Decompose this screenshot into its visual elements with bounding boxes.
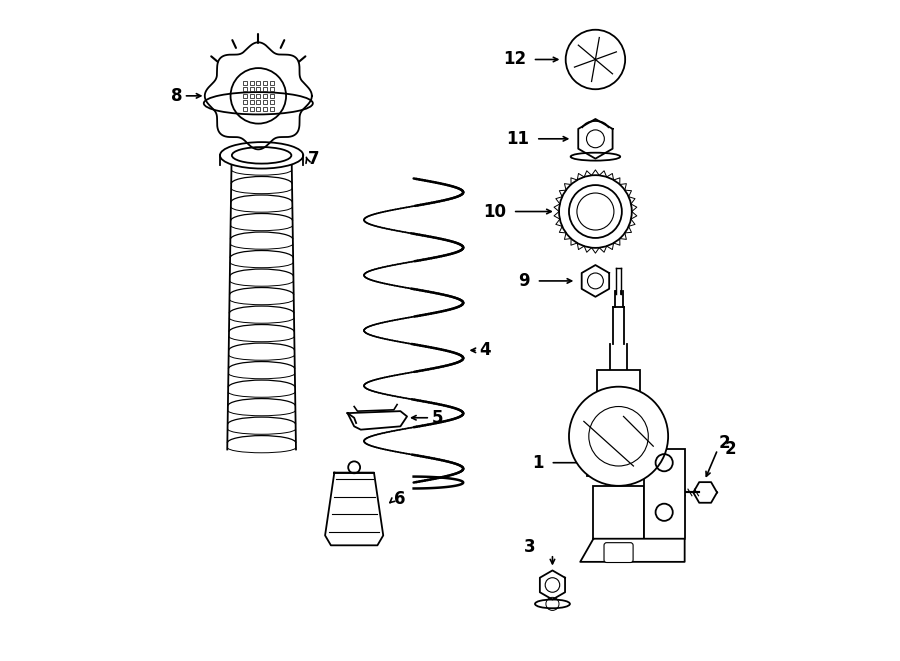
- FancyBboxPatch shape: [269, 81, 274, 85]
- Text: 12: 12: [503, 50, 526, 69]
- Text: 11: 11: [507, 130, 529, 148]
- Text: 2: 2: [719, 434, 731, 452]
- Text: 2: 2: [724, 440, 736, 459]
- FancyBboxPatch shape: [243, 87, 248, 91]
- FancyBboxPatch shape: [263, 81, 267, 85]
- FancyBboxPatch shape: [249, 81, 254, 85]
- FancyBboxPatch shape: [243, 81, 248, 85]
- FancyBboxPatch shape: [249, 87, 254, 91]
- Text: 3: 3: [524, 538, 536, 557]
- FancyBboxPatch shape: [263, 100, 267, 104]
- Text: 5: 5: [431, 408, 443, 427]
- Polygon shape: [227, 139, 296, 449]
- Polygon shape: [355, 405, 397, 411]
- FancyBboxPatch shape: [587, 423, 651, 476]
- FancyBboxPatch shape: [269, 94, 274, 98]
- FancyBboxPatch shape: [243, 94, 248, 98]
- FancyBboxPatch shape: [249, 100, 254, 104]
- FancyBboxPatch shape: [249, 94, 254, 98]
- Text: 10: 10: [483, 202, 506, 221]
- Text: 9: 9: [518, 272, 530, 290]
- FancyBboxPatch shape: [269, 100, 274, 104]
- Polygon shape: [347, 411, 407, 430]
- FancyBboxPatch shape: [263, 87, 267, 91]
- FancyBboxPatch shape: [269, 87, 274, 91]
- FancyBboxPatch shape: [243, 107, 248, 111]
- FancyBboxPatch shape: [263, 94, 267, 98]
- FancyBboxPatch shape: [269, 107, 274, 111]
- FancyBboxPatch shape: [604, 543, 633, 563]
- Polygon shape: [325, 473, 383, 545]
- FancyBboxPatch shape: [593, 486, 644, 539]
- FancyBboxPatch shape: [256, 87, 260, 91]
- FancyBboxPatch shape: [256, 100, 260, 104]
- Ellipse shape: [535, 600, 570, 608]
- Text: 7: 7: [308, 149, 320, 168]
- Text: 8: 8: [171, 87, 183, 105]
- FancyBboxPatch shape: [598, 370, 640, 423]
- Ellipse shape: [203, 92, 313, 114]
- FancyBboxPatch shape: [256, 81, 260, 85]
- FancyBboxPatch shape: [256, 107, 260, 111]
- Circle shape: [569, 387, 668, 486]
- Text: 1: 1: [533, 453, 544, 472]
- FancyBboxPatch shape: [263, 107, 267, 111]
- FancyBboxPatch shape: [644, 449, 685, 539]
- Text: 4: 4: [480, 341, 491, 360]
- Text: 6: 6: [394, 490, 405, 508]
- FancyBboxPatch shape: [243, 100, 248, 104]
- Ellipse shape: [220, 142, 303, 169]
- FancyBboxPatch shape: [256, 94, 260, 98]
- Polygon shape: [580, 539, 685, 562]
- FancyBboxPatch shape: [249, 107, 254, 111]
